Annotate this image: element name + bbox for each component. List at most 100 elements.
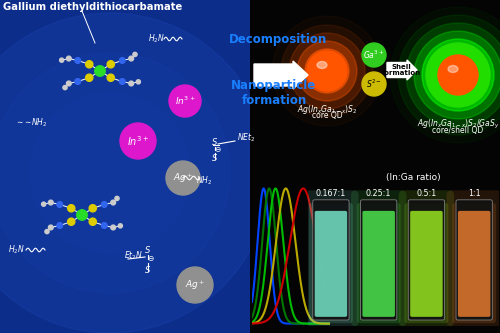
- Circle shape: [289, 33, 365, 109]
- Text: 0.5:1: 0.5:1: [416, 189, 436, 198]
- Text: 0.167:1: 0.167:1: [316, 189, 346, 198]
- Circle shape: [89, 218, 96, 225]
- Circle shape: [63, 86, 67, 90]
- Circle shape: [77, 210, 87, 220]
- FancyBboxPatch shape: [410, 211, 442, 317]
- Circle shape: [57, 202, 62, 207]
- Circle shape: [75, 79, 80, 84]
- FancyBboxPatch shape: [303, 190, 358, 326]
- Circle shape: [406, 23, 500, 127]
- Circle shape: [120, 79, 125, 84]
- Circle shape: [118, 224, 122, 228]
- Circle shape: [129, 81, 134, 86]
- Text: $Ag^+$: $Ag^+$: [172, 171, 194, 185]
- Circle shape: [305, 49, 349, 93]
- FancyArrow shape: [387, 60, 417, 80]
- Circle shape: [129, 56, 134, 61]
- Circle shape: [133, 52, 137, 57]
- Circle shape: [398, 15, 500, 135]
- Text: 0.25:1: 0.25:1: [366, 189, 392, 198]
- Circle shape: [86, 74, 93, 81]
- Circle shape: [422, 39, 494, 111]
- FancyBboxPatch shape: [313, 200, 349, 320]
- Circle shape: [48, 200, 53, 205]
- Circle shape: [42, 202, 46, 206]
- Circle shape: [102, 223, 107, 228]
- FancyBboxPatch shape: [456, 200, 492, 320]
- Circle shape: [57, 223, 62, 228]
- Text: $S$: $S$: [144, 264, 152, 275]
- FancyBboxPatch shape: [408, 200, 444, 320]
- Circle shape: [48, 225, 53, 230]
- Circle shape: [86, 61, 93, 68]
- Circle shape: [95, 66, 105, 76]
- Text: 1:1: 1:1: [468, 189, 480, 198]
- FancyArrow shape: [254, 61, 308, 89]
- Text: $Ag(In_xGa_{1-x})S_2$: $Ag(In_xGa_{1-x})S_2$: [296, 103, 358, 116]
- Circle shape: [66, 56, 71, 61]
- Text: $Ga^{3+}$: $Ga^{3+}$: [364, 49, 384, 61]
- Circle shape: [177, 267, 213, 303]
- Circle shape: [120, 123, 156, 159]
- Circle shape: [438, 55, 478, 95]
- Circle shape: [111, 200, 116, 205]
- Text: $In^{3+}$: $In^{3+}$: [127, 134, 149, 148]
- Text: $Ag(In_xGa_{1-x})S_2/GaS_y$: $Ag(In_xGa_{1-x})S_2/GaS_y$: [416, 118, 500, 131]
- Circle shape: [68, 205, 75, 212]
- Text: $\sim\!\sim\!NH_2$: $\sim\!\sim\!NH_2$: [15, 117, 48, 129]
- FancyBboxPatch shape: [446, 190, 500, 326]
- Text: core QD: core QD: [312, 111, 342, 120]
- Circle shape: [414, 31, 500, 119]
- Circle shape: [45, 229, 49, 234]
- Circle shape: [68, 218, 75, 225]
- FancyBboxPatch shape: [314, 211, 347, 317]
- Circle shape: [60, 58, 64, 62]
- Circle shape: [297, 41, 357, 101]
- FancyBboxPatch shape: [404, 203, 448, 323]
- Text: $Et_2N$: $Et_2N$: [124, 250, 143, 262]
- Circle shape: [136, 80, 140, 84]
- Circle shape: [30, 93, 190, 253]
- Circle shape: [111, 225, 116, 230]
- Text: $\ominus$: $\ominus$: [147, 254, 155, 263]
- Text: $S^{2-}$: $S^{2-}$: [366, 78, 382, 90]
- Text: $NEt_2$: $NEt_2$: [237, 132, 256, 145]
- FancyBboxPatch shape: [362, 211, 395, 317]
- Text: $S$: $S$: [144, 244, 152, 255]
- FancyBboxPatch shape: [309, 203, 353, 323]
- Text: Decomposition: Decomposition: [229, 33, 327, 46]
- Text: $H_2N$: $H_2N$: [8, 244, 25, 256]
- Circle shape: [75, 58, 80, 63]
- Text: $Ag^+$: $Ag^+$: [184, 278, 206, 292]
- Circle shape: [66, 81, 71, 86]
- FancyBboxPatch shape: [398, 190, 454, 326]
- Text: $H_2N$: $H_2N$: [148, 33, 165, 45]
- Text: $S$: $S$: [212, 152, 218, 163]
- Text: Gallium diethyldithiocarbamate: Gallium diethyldithiocarbamate: [3, 2, 182, 12]
- Text: $NH_2$: $NH_2$: [196, 175, 212, 187]
- FancyBboxPatch shape: [356, 203, 401, 323]
- Circle shape: [107, 74, 114, 81]
- Text: Nanoparticle
formation: Nanoparticle formation: [232, 79, 316, 108]
- Circle shape: [362, 72, 386, 96]
- Circle shape: [0, 13, 270, 333]
- Circle shape: [426, 43, 490, 107]
- Text: core/shell QD: core/shell QD: [432, 126, 484, 135]
- Polygon shape: [250, 0, 500, 333]
- FancyBboxPatch shape: [458, 211, 490, 317]
- FancyBboxPatch shape: [360, 200, 397, 320]
- Text: $In^{3+}$: $In^{3+}$: [174, 95, 196, 107]
- Text: (In:Ga ratio): (In:Ga ratio): [386, 173, 440, 182]
- FancyBboxPatch shape: [452, 203, 496, 323]
- Circle shape: [89, 205, 96, 212]
- Text: $S$: $S$: [212, 136, 218, 147]
- Circle shape: [102, 202, 107, 207]
- Ellipse shape: [317, 62, 327, 69]
- Circle shape: [169, 85, 201, 117]
- Circle shape: [281, 25, 373, 117]
- Circle shape: [0, 53, 230, 293]
- Ellipse shape: [448, 66, 458, 73]
- Circle shape: [307, 51, 347, 91]
- Polygon shape: [0, 0, 250, 333]
- Circle shape: [107, 61, 114, 68]
